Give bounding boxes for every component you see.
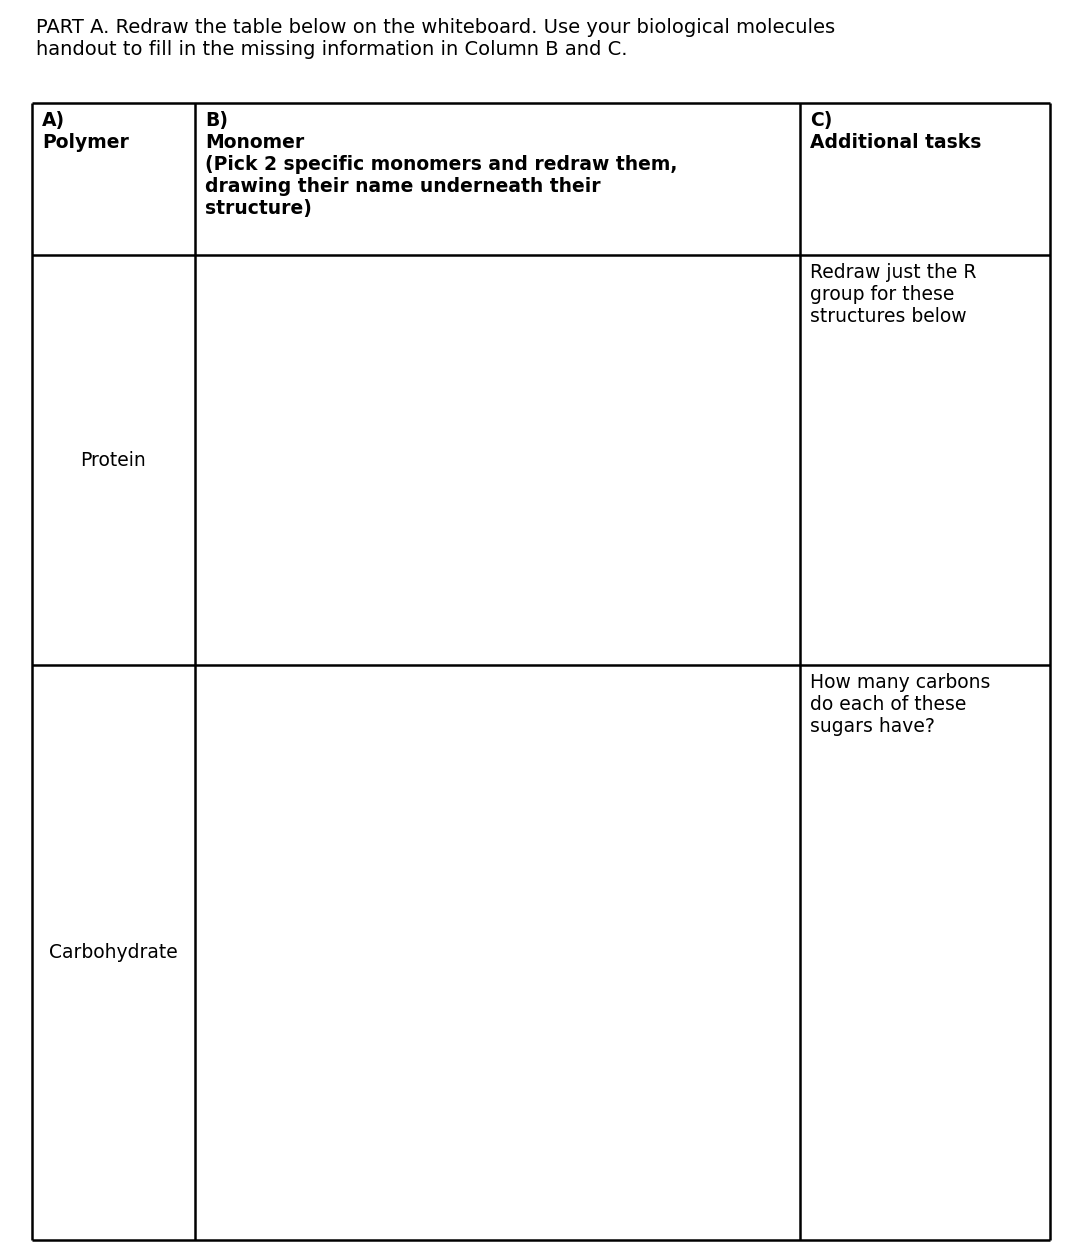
Text: A)
Polymer: A) Polymer xyxy=(42,111,129,152)
Text: Protein: Protein xyxy=(81,451,146,470)
Text: C)
Additional tasks: C) Additional tasks xyxy=(810,111,981,152)
Text: Carbohydrate: Carbohydrate xyxy=(49,942,178,961)
Text: B)
Monomer
(Pick 2 specific monomers and redraw them,
drawing their name underne: B) Monomer (Pick 2 specific monomers and… xyxy=(206,111,678,218)
Text: PART A. Redraw the table below on the whiteboard. Use your biological molecules
: PART A. Redraw the table below on the wh… xyxy=(36,18,835,59)
Text: Redraw just the R
group for these
structures below: Redraw just the R group for these struct… xyxy=(810,263,977,326)
Text: How many carbons
do each of these
sugars have?: How many carbons do each of these sugars… xyxy=(810,673,990,736)
